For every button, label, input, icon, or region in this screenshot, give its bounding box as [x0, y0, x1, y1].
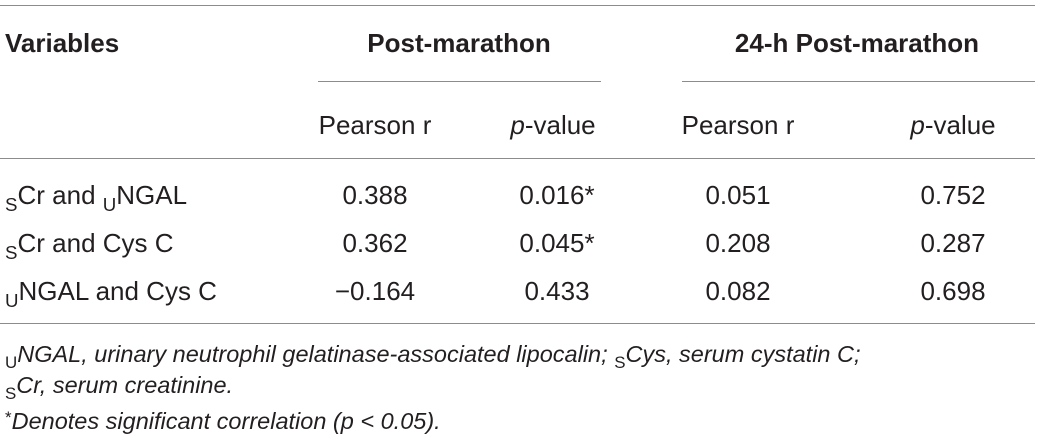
label-text: Cr and Cys C — [17, 228, 174, 258]
cell-24h-p: 0.752 — [920, 180, 986, 210]
cell-24h-p: 0.287 — [920, 228, 986, 258]
subheader-24h-p-value: p-value — [910, 112, 995, 138]
group1-underline — [318, 81, 601, 82]
row-label: UNGAL and Cys C — [5, 276, 217, 309]
label-text: NGAL and Cys C — [18, 276, 217, 306]
cell-post-p: 0.016* — [519, 180, 595, 210]
label-text: NGAL — [116, 180, 188, 210]
subscript: S — [614, 352, 626, 372]
header-variables: Variables — [5, 28, 120, 58]
footnote-abbreviations-2: SCr, serum creatinine. — [5, 372, 234, 402]
cell-24h-r: 0.208 — [705, 228, 771, 258]
cell-post-p: 0.045* — [519, 228, 595, 258]
p-italic: p — [910, 110, 925, 140]
p-italic: p — [510, 110, 525, 140]
cell-24h-p: 0.698 — [920, 276, 986, 306]
p-value-rest: -value — [924, 110, 996, 140]
group2-underline — [682, 81, 1035, 82]
cell-24h-r: 0.051 — [705, 180, 771, 210]
subheader-post-p-value: p-value — [510, 112, 595, 138]
subscript: S — [5, 241, 18, 263]
subscript: S — [5, 193, 18, 215]
table-top-rule — [0, 5, 1035, 6]
row-label: SCr and Cys C — [5, 228, 174, 261]
row-label: SCr and UNGAL — [5, 180, 188, 213]
subheader-post-pearson-r: Pearson r — [318, 110, 432, 140]
cell-post-p: 0.433 — [524, 276, 590, 306]
header-bottom-rule — [0, 158, 1035, 159]
subheader-24h-pearson-r: Pearson r — [681, 110, 795, 140]
table-bottom-rule — [0, 323, 1035, 324]
subscript: U — [5, 289, 19, 311]
cell-post-r: −0.164 — [334, 276, 416, 306]
label-text: Cr and — [17, 180, 103, 210]
footnote-abbreviations-1: UNGAL, urinary neutrophil gelatinase-ass… — [5, 341, 861, 371]
footnote-text: Denotes significant correlation (p < 0.0… — [11, 408, 441, 434]
footnote-text: Cys, serum cystatin C; — [625, 341, 861, 367]
asterisk-mark: * — [5, 408, 12, 428]
subscript: S — [5, 383, 17, 403]
p-value-rest: -value — [524, 110, 596, 140]
header-post-marathon: Post-marathon — [367, 28, 551, 58]
cell-24h-r: 0.082 — [705, 276, 771, 306]
cell-post-r: 0.362 — [342, 228, 408, 258]
footnote-text: NGAL, urinary neutrophil gelatinase-asso… — [17, 341, 615, 367]
header-24h-post-marathon: 24-h Post-marathon — [734, 28, 980, 58]
subscript: U — [102, 193, 117, 215]
cell-post-r: 0.388 — [342, 180, 408, 210]
footnote-text: Cr, serum creatinine. — [16, 372, 234, 398]
subscript: U — [5, 352, 18, 372]
footnote-significance: *Denotes significant correlation (p < 0.… — [5, 408, 441, 434]
